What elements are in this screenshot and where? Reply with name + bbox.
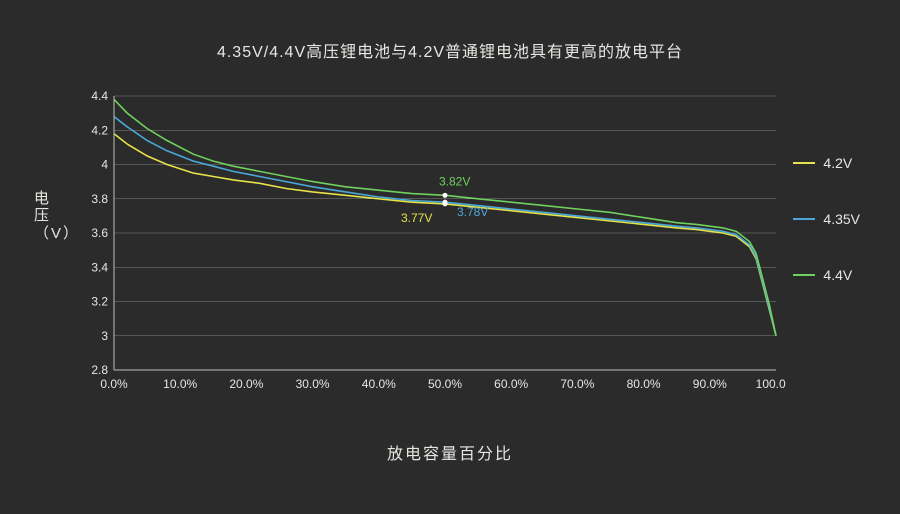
svg-text:3.4: 3.4 xyxy=(91,260,108,274)
svg-text:90.0%: 90.0% xyxy=(693,377,727,391)
marker-label: 3.77V xyxy=(401,211,432,225)
x-axis-ticks: 0.0% 10.0% 20.0% 30.0% 40.0% 50.0% 60.0% 70.0% 8… xyxy=(100,377,786,391)
legend-label: 4.35V xyxy=(823,211,860,227)
chart-series xyxy=(114,99,776,335)
series-4.4V xyxy=(114,99,776,335)
svg-text:3.8: 3.8 xyxy=(91,192,108,206)
legend: 4.2V 4.35V 4.4V xyxy=(793,155,860,323)
legend-label: 4.2V xyxy=(823,155,852,171)
discharge-curve-chart: 2.8 3 3.2 3.4 3.6 3.8 4 4.2 4.4 0.0% 10.0% 20.0% 30… xyxy=(86,90,786,450)
svg-text:30.0%: 30.0% xyxy=(296,377,330,391)
legend-item: 4.4V xyxy=(793,267,860,283)
svg-text:60.0%: 60.0% xyxy=(494,377,528,391)
y-axis-ticks: 2.8 3 3.2 3.4 3.6 3.8 4 4.2 4.4 xyxy=(91,90,108,377)
legend-item: 4.2V xyxy=(793,155,860,171)
chart-grid xyxy=(114,96,776,370)
legend-swatch xyxy=(793,218,815,220)
svg-text:70.0%: 70.0% xyxy=(560,377,594,391)
svg-text:80.0%: 80.0% xyxy=(627,377,661,391)
svg-text:4.2: 4.2 xyxy=(91,123,108,137)
svg-text:10.0%: 10.0% xyxy=(163,377,197,391)
marker-label: 3.78V xyxy=(457,205,488,219)
legend-swatch xyxy=(793,162,815,164)
marker-dot xyxy=(443,193,448,198)
svg-text:3.6: 3.6 xyxy=(91,226,108,240)
chart-markers: 3.77V 3.78V 3.82V xyxy=(401,174,488,225)
svg-text:3.2: 3.2 xyxy=(91,295,108,309)
legend-item: 4.35V xyxy=(793,211,860,227)
svg-text:4.4: 4.4 xyxy=(91,90,108,103)
svg-text:20.0%: 20.0% xyxy=(229,377,263,391)
y-axis-label: 电压（V） xyxy=(34,190,50,242)
series-4.2V xyxy=(114,134,776,336)
svg-text:0.0%: 0.0% xyxy=(100,377,128,391)
x-axis-label: 放电容量百分比 xyxy=(0,440,900,464)
svg-text:4: 4 xyxy=(101,158,108,172)
legend-swatch xyxy=(793,274,815,276)
svg-text:40.0%: 40.0% xyxy=(362,377,396,391)
chart-title: 4.35V/4.4V高压锂电池与4.2V普通锂电池具有更高的放电平台 xyxy=(0,38,900,62)
svg-text:3: 3 xyxy=(101,329,108,343)
svg-text:50.0%: 50.0% xyxy=(428,377,462,391)
svg-text:100.0%: 100.0% xyxy=(756,377,786,391)
legend-label: 4.4V xyxy=(823,267,852,283)
svg-text:2.8: 2.8 xyxy=(91,363,108,377)
series-4.35V xyxy=(114,117,776,336)
marker-label: 3.82V xyxy=(439,174,470,188)
marker-dot xyxy=(443,200,448,205)
